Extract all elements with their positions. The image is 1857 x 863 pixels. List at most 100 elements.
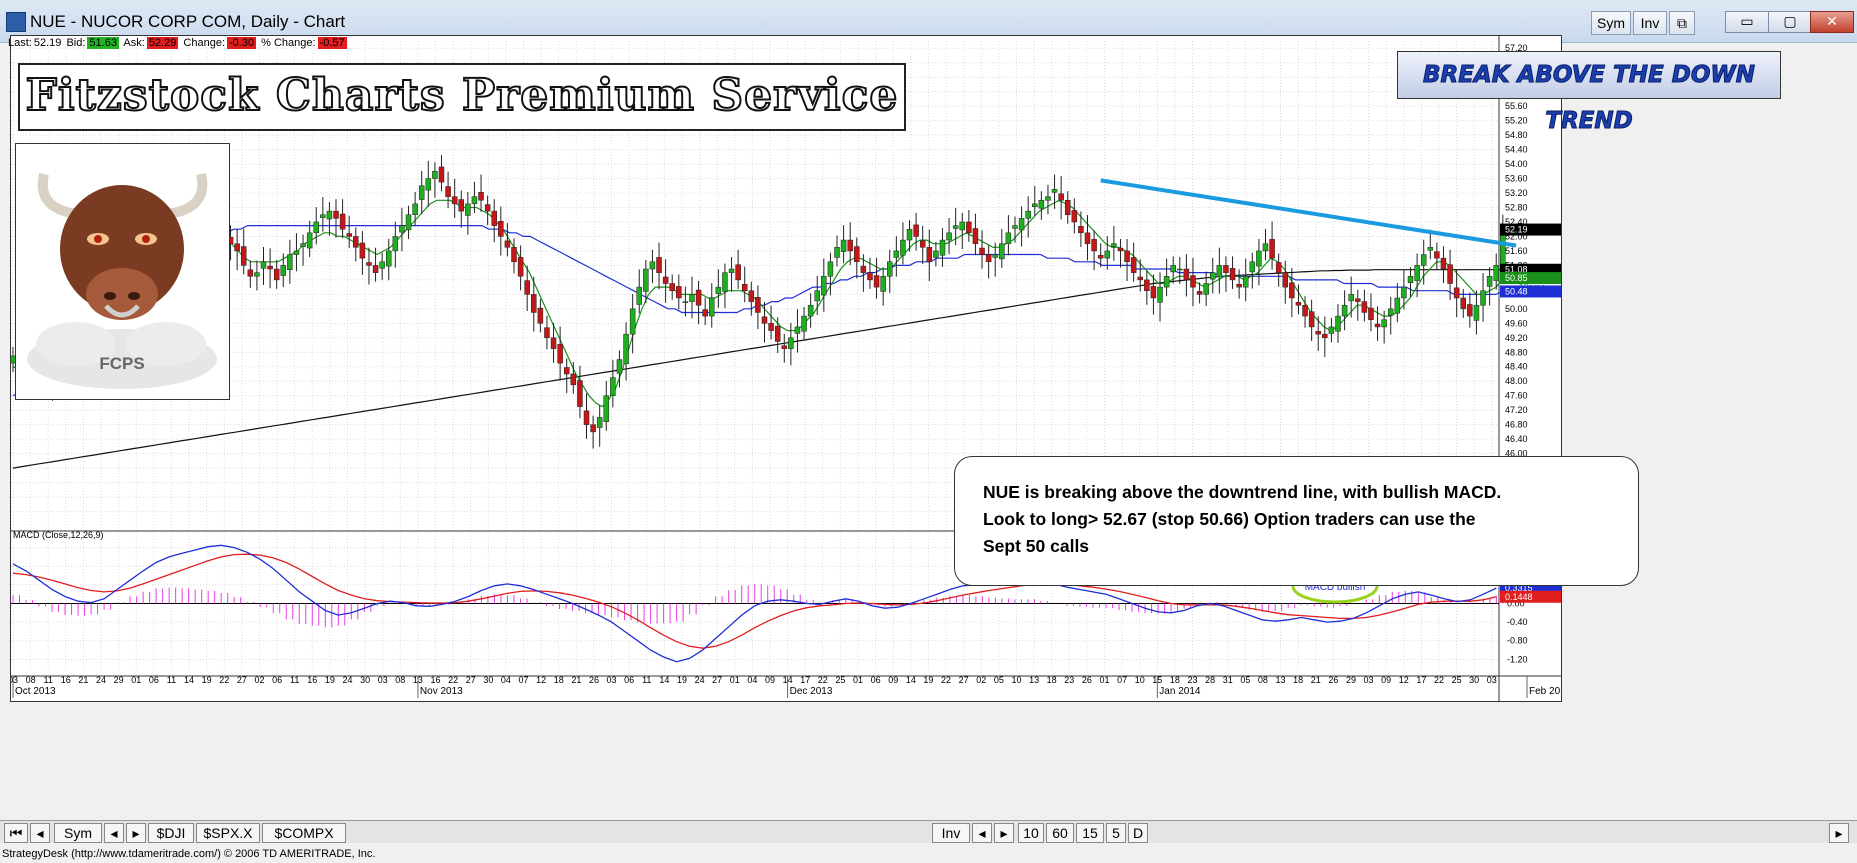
candle-up: [1005, 232, 1012, 244]
candle-down: [1295, 302, 1302, 306]
price-flag: [1500, 285, 1561, 298]
candle-up: [254, 272, 260, 277]
y-tick-label: 53.60: [1505, 174, 1528, 184]
x-tick-label: 11: [642, 675, 651, 685]
tab-spx[interactable]: $SPX.X: [196, 823, 260, 843]
minimize-button[interactable]: ▭: [1725, 11, 1769, 33]
y-tick-label: 52.80: [1505, 202, 1528, 212]
macd-title: MACD (Close,12,26,9): [13, 530, 104, 540]
tab-compx[interactable]: $COMPX: [262, 823, 346, 843]
maximize-button[interactable]: ▢: [1768, 11, 1812, 33]
candle-down: [755, 297, 761, 313]
candle-down: [913, 224, 919, 237]
chart-panel[interactable]: 57.2056.8056.4056.0055.6055.2054.8054.40…: [10, 35, 1562, 702]
candle-down: [985, 254, 992, 263]
x-tick-label: 24: [342, 675, 352, 685]
x-tick-label: 22: [818, 675, 828, 685]
candle-up: [992, 254, 998, 258]
x-tick-label: 23: [1064, 675, 1074, 685]
x-tick-label: 08: [26, 675, 36, 685]
sym-right-button[interactable]: ▸: [126, 823, 146, 843]
tab-dji[interactable]: $DJI: [148, 823, 194, 843]
candle-down: [972, 228, 979, 244]
prev-button[interactable]: ◂: [30, 823, 50, 843]
candle-up: [814, 290, 820, 302]
note-line-1: NUE is breaking above the downtrend line…: [983, 482, 1502, 502]
bid-value: 51.63: [87, 37, 119, 49]
x-tick-label: 26: [1082, 675, 1092, 685]
y-tick-label: 46.00: [1505, 449, 1528, 459]
candle-up: [1157, 286, 1163, 303]
candle-up: [1414, 265, 1420, 281]
candle-down: [491, 210, 497, 226]
x-tick-label: 08: [395, 675, 405, 685]
ask-value: 52.29: [146, 37, 179, 49]
timeframe-5[interactable]: 5: [1106, 823, 1126, 843]
x-tick-label: 03: [1487, 675, 1497, 685]
candle-up: [1335, 315, 1341, 332]
candle-down: [478, 192, 484, 201]
sym-left-button[interactable]: ◂: [104, 823, 124, 843]
candle-down: [339, 213, 346, 230]
candle-down: [346, 233, 352, 237]
candle-down: [1078, 226, 1084, 234]
candle-up: [596, 417, 603, 428]
x-tick-label: 07: [519, 675, 529, 685]
macd-bullish-label: MACD bullish: [1305, 582, 1366, 593]
month-label: Oct 2013: [15, 686, 56, 697]
candle-up: [1177, 268, 1183, 271]
candle-up: [471, 196, 478, 205]
timeframe-d[interactable]: D: [1128, 823, 1148, 843]
x-tick-label: 18: [1293, 675, 1303, 685]
price-flag-label: 51.08: [1505, 265, 1528, 275]
inv-left-button[interactable]: ◂: [972, 823, 992, 843]
first-button[interactable]: ⏮: [4, 823, 28, 843]
price-flag-label: 52.19: [1505, 225, 1528, 235]
x-tick-label: 18: [1170, 675, 1180, 685]
inv-tab-button[interactable]: Inv: [932, 823, 970, 843]
candle-down: [1064, 200, 1071, 215]
link-button[interactable]: ⧉: [1669, 11, 1695, 35]
macd-signal-line: [12, 553, 1497, 649]
x-tick-label: 09: [888, 675, 898, 685]
y-tick-label: 54.00: [1505, 159, 1528, 169]
x-tick-label: 27: [237, 675, 247, 685]
bid-label: Bid:: [66, 37, 86, 49]
y-tick-label: 46.80: [1505, 420, 1528, 430]
candle-up: [1210, 272, 1216, 280]
x-tick-label: 04: [747, 675, 757, 685]
candle-up: [788, 337, 794, 349]
x-tick-label: 26: [589, 675, 599, 685]
x-tick-label: 05: [1240, 675, 1250, 685]
sym-tab-button[interactable]: Sym: [54, 823, 102, 843]
y-tick-label: 50.00: [1505, 304, 1528, 314]
timeframe-60[interactable]: 60: [1046, 823, 1074, 843]
timeframe-15[interactable]: 15: [1076, 823, 1104, 843]
close-button[interactable]: ✕: [1810, 11, 1854, 33]
candle-down: [867, 272, 873, 281]
candle-down: [517, 257, 524, 277]
candle-up: [1328, 326, 1335, 334]
y-tick-label: 48.00: [1505, 376, 1528, 386]
sym-button[interactable]: Sym: [1591, 11, 1631, 35]
x-tick-label: 22: [448, 675, 458, 685]
candle-down: [774, 325, 781, 342]
x-tick-label: 02: [976, 675, 986, 685]
candle-up: [939, 239, 946, 256]
x-tick-label: 22: [1434, 675, 1444, 685]
timeframe-10[interactable]: 10: [1018, 823, 1044, 843]
price-flag: [1500, 272, 1561, 285]
candle-down: [860, 265, 867, 273]
candle-down: [1144, 279, 1150, 291]
candle-up: [1407, 276, 1414, 284]
x-tick-label: 14: [184, 675, 194, 685]
candle-up: [306, 232, 313, 249]
x-tick-label: 02: [254, 675, 264, 685]
inv-button[interactable]: Inv: [1633, 11, 1667, 35]
candle-down: [1097, 255, 1104, 259]
scroll-right-button[interactable]: ▸: [1829, 823, 1849, 843]
candle-up: [412, 203, 418, 215]
candle-down: [926, 247, 933, 263]
y-tick-label: 53.20: [1505, 188, 1528, 198]
inv-right-button[interactable]: ▸: [994, 823, 1014, 843]
